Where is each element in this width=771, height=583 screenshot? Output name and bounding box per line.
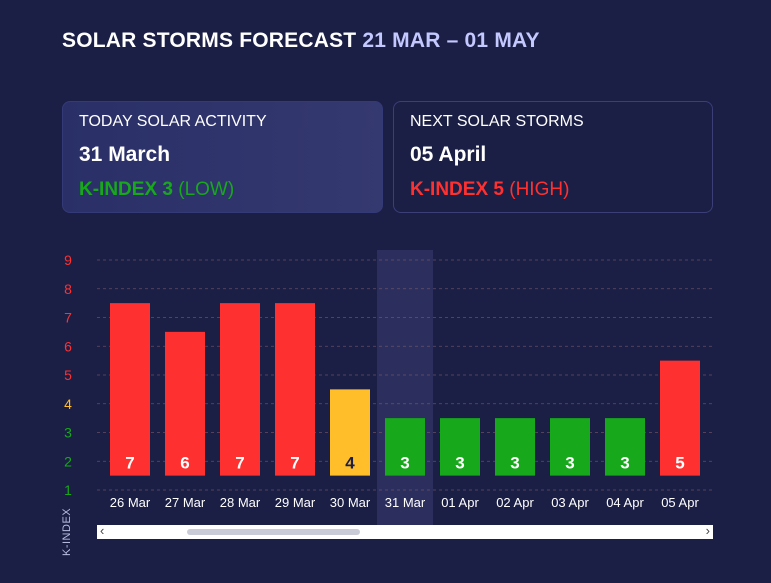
bar-value-label: 3 xyxy=(400,454,409,473)
x-tick-label: 05 Apr xyxy=(661,495,699,510)
x-tick-label: 29 Mar xyxy=(275,495,316,510)
bar-value-label: 3 xyxy=(620,454,629,473)
y-axis-label: K-INDEX xyxy=(61,507,73,556)
bar xyxy=(330,389,370,476)
x-tick-label: 27 Mar xyxy=(165,495,206,510)
y-tick-label: 1 xyxy=(64,482,72,498)
next-kindex-value: K-INDEX 5 xyxy=(410,179,504,200)
bar-value-label: 7 xyxy=(125,454,134,473)
bar xyxy=(605,418,645,476)
x-tick-label: 01 Apr xyxy=(441,495,479,510)
bar-value-label: 3 xyxy=(510,454,519,473)
title-date-range: 21 MAR – 01 MAY xyxy=(362,29,540,52)
y-tick-label: 8 xyxy=(64,281,72,297)
page-title: SOLAR STORMS FORECAST 21 MAR – 01 MAY xyxy=(62,29,540,53)
bar-value-label: 5 xyxy=(675,454,684,473)
highlight-column xyxy=(377,250,433,525)
y-tick-label: 6 xyxy=(64,338,72,354)
x-tick-label: 26 Mar xyxy=(110,495,151,510)
bar xyxy=(440,418,480,476)
scroll-left-icon[interactable]: ‹ xyxy=(100,523,105,538)
today-kindex-value: K-INDEX 3 xyxy=(79,179,173,200)
bar xyxy=(275,303,315,476)
bar xyxy=(110,303,150,476)
y-tick-label: 2 xyxy=(64,453,72,469)
bar-value-label: 7 xyxy=(290,454,299,473)
x-tick-label: 03 Apr xyxy=(551,495,589,510)
next-kindex: K-INDEX 5 (HIGH) xyxy=(410,179,696,201)
bar xyxy=(165,331,205,476)
next-card-date: 05 April xyxy=(410,143,487,166)
y-tick-label: 4 xyxy=(64,396,72,412)
x-tick-label: 02 Apr xyxy=(496,495,534,510)
y-tick-label: 3 xyxy=(64,425,72,441)
bar-value-label: 3 xyxy=(565,454,574,473)
today-card-date: 31 March xyxy=(79,143,171,166)
x-tick-label: 30 Mar xyxy=(330,495,371,510)
x-tick-label: 04 Apr xyxy=(606,495,644,510)
y-tick-label: 7 xyxy=(64,310,72,326)
bar xyxy=(385,418,425,476)
next-kindex-level: (HIGH) xyxy=(509,179,570,200)
x-tick-label: 28 Mar xyxy=(220,495,261,510)
scroll-right-icon[interactable]: › xyxy=(705,523,710,538)
x-tick-label: 31 Mar xyxy=(385,495,426,510)
title-text: SOLAR STORMS FORECAST xyxy=(62,29,357,52)
scrollbar-thumb[interactable] xyxy=(187,529,360,535)
bar-value-label: 6 xyxy=(180,454,189,473)
bar-value-label: 4 xyxy=(345,454,355,473)
next-card-label: NEXT SOLAR STORMS xyxy=(410,113,584,130)
y-tick-label: 5 xyxy=(64,367,72,383)
bar-value-label: 7 xyxy=(235,454,244,473)
today-card-label: TODAY SOLAR ACTIVITY xyxy=(79,113,267,130)
bar xyxy=(220,303,260,476)
bar xyxy=(495,418,535,476)
today-kindex: K-INDEX 3 (LOW) xyxy=(79,179,366,201)
bar xyxy=(550,418,590,476)
chart-scrollbar[interactable]: ‹ › xyxy=(97,523,713,539)
today-kindex-level: (LOW) xyxy=(178,179,235,200)
next-storms-card: NEXT SOLAR STORMS 05 April K-INDEX 5 (HI… xyxy=(393,101,713,213)
y-tick-label: 9 xyxy=(64,252,72,268)
bar-value-label: 3 xyxy=(455,454,464,473)
today-activity-card: TODAY SOLAR ACTIVITY 31 March K-INDEX 3 … xyxy=(62,101,383,213)
bar xyxy=(660,360,700,476)
